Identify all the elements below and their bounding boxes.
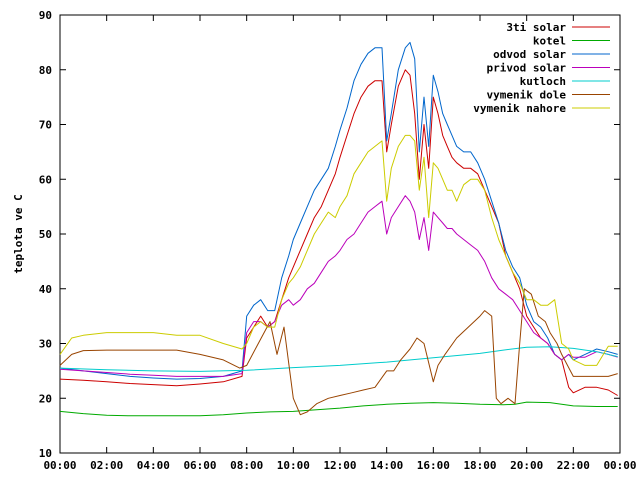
y-tick-label: 50 xyxy=(39,228,52,241)
series-lines xyxy=(59,41,618,417)
axis-ticks: 00:00 02:00 04:00 06:00 08:00 10:00 12:00 14:00… xyxy=(39,9,637,472)
y-tick-label: 40 xyxy=(39,283,52,296)
series-line-kotel xyxy=(59,401,618,417)
y-tick-label: 20 xyxy=(39,392,52,405)
x-tick-label: 04:00 xyxy=(137,459,170,472)
x-tick-label: 14:00 xyxy=(370,459,403,472)
y-tick-label: 90 xyxy=(39,9,52,22)
legend-label: 3ti solar xyxy=(506,21,566,34)
y-tick-label: 10 xyxy=(39,447,52,460)
legend-label: vymenik nahore xyxy=(473,102,566,115)
x-tick-label: 10:00 xyxy=(277,459,310,472)
x-tick-label: 18:00 xyxy=(463,459,496,472)
y-tick-label: 60 xyxy=(39,173,52,186)
x-tick-label: 16:00 xyxy=(417,459,450,472)
x-tick-label: 06:00 xyxy=(183,459,216,472)
x-tick-label: 00:00 xyxy=(43,459,76,472)
legend-label: kotel xyxy=(533,35,566,48)
legend-label: kutloch xyxy=(520,75,566,88)
x-tick-label: 22:00 xyxy=(557,459,590,472)
x-tick-label: 00:00 xyxy=(603,459,636,472)
series-line-odvod-solar xyxy=(59,41,618,380)
x-tick-label: 20:00 xyxy=(510,459,543,472)
series-line-vymenik-nahore xyxy=(59,134,618,366)
legend-label: vymenik dole xyxy=(487,89,567,102)
series-line-privod-solar xyxy=(59,195,618,377)
series-line-vymenik-dole xyxy=(59,288,618,416)
x-tick-label: 02:00 xyxy=(90,459,123,472)
series-line-kutloch xyxy=(59,346,618,372)
legend-label: privod solar xyxy=(487,62,567,75)
y-tick-label: 70 xyxy=(39,119,52,132)
y-axis-title: teplota ve C xyxy=(12,194,25,273)
x-tick-label: 12:00 xyxy=(323,459,356,472)
y-tick-label: 30 xyxy=(39,338,52,351)
y-tick-label: 80 xyxy=(39,64,52,77)
series-line-3ti-solar xyxy=(59,69,618,396)
x-tick-label: 08:00 xyxy=(230,459,263,472)
legend-label: odvod solar xyxy=(493,48,566,61)
